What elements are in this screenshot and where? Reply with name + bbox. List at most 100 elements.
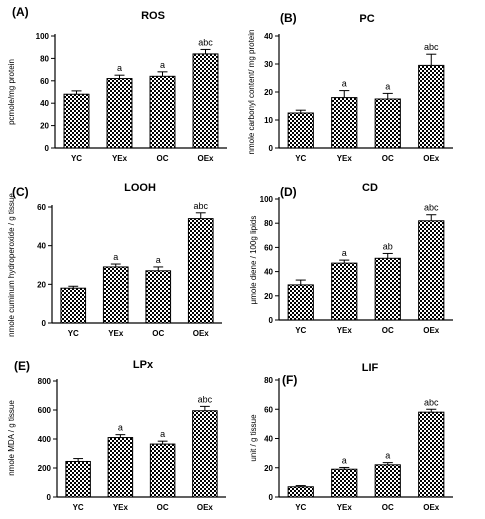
y-tick-label: 60 [264,243,273,252]
bar [192,410,218,498]
y-tick-label: 100 [260,195,274,204]
significance-label: a [160,429,165,439]
bar [418,220,445,321]
y-axis-label: nmole cuminum hydroperoxide / g tissue [7,193,16,337]
y-tick-label: 100 [36,32,50,41]
y-tick-label: 20 [37,280,46,289]
y-tick-label: 40 [264,268,273,277]
y-tick-label: 80 [40,54,49,63]
significance-label: abc [424,42,439,52]
x-tick-label: OEx [193,329,210,338]
y-tick-label: 20 [264,292,273,301]
y-tick-label: 0 [269,144,274,153]
y-tick-label: 0 [45,144,50,153]
significance-label: a [117,63,122,73]
bar [145,270,172,324]
y-axis-label: unit / g tissue [249,414,258,462]
bar [418,411,445,498]
significance-label: a [342,248,347,258]
bar [374,257,401,321]
x-tick-label: YEx [108,329,124,338]
bar [60,287,87,324]
bar [287,284,314,321]
bar [149,443,176,498]
panel-label: (A) [12,5,29,19]
bar [63,93,90,149]
x-tick-label: OC [382,326,394,335]
bar [187,218,214,324]
significance-label: a [385,81,390,91]
y-tick-label: 40 [264,435,273,444]
y-tick-label: 0 [269,316,274,325]
panel-label: (F) [282,373,297,387]
y-tick-label: 800 [38,377,52,386]
y-tick-label: 0 [42,319,47,328]
bar [149,75,176,149]
y-axis-label: μmole diene / 100g lipids [249,216,258,305]
panel-label: (D) [280,185,297,199]
bar [374,464,401,498]
x-tick-label: YC [295,154,306,163]
significance-label: abc [424,397,439,407]
x-tick-label: YEx [337,503,353,512]
bar [287,112,314,149]
y-tick-label: 80 [264,219,273,228]
y-tick-label: 20 [264,88,273,97]
y-tick-label: 60 [40,77,49,86]
significance-label: a [342,455,347,465]
x-tick-label: YEx [337,326,353,335]
x-tick-label: OEx [423,326,440,335]
y-tick-label: 20 [264,464,273,473]
significance-label: abc [198,37,213,47]
y-tick-label: 400 [38,435,52,444]
y-axis-label: nmole carbonyl content/ mg protein [247,30,256,155]
bar [331,468,358,498]
y-axis-label: nmole MDA / g tissue [7,400,16,476]
y-tick-label: 10 [264,116,273,125]
significance-label: a [385,451,390,461]
x-tick-label: YC [295,503,306,512]
x-tick-label: OEx [423,503,440,512]
y-tick-label: 80 [264,376,273,385]
y-tick-label: 60 [37,203,46,212]
y-tick-label: 40 [40,99,49,108]
y-tick-label: 40 [264,32,273,41]
x-tick-label: YEx [113,503,129,512]
bar [331,262,358,321]
significance-label: a [342,79,347,89]
y-tick-label: 200 [38,464,52,473]
y-tick-label: 30 [264,60,273,69]
x-tick-label: YC [68,329,79,338]
y-tick-label: 60 [264,405,273,414]
x-tick-label: OC [157,503,169,512]
significance-label: abc [424,203,439,213]
bar [374,98,401,149]
significance-label: a [156,255,161,265]
x-tick-label: OEx [423,154,440,163]
x-tick-label: OC [157,154,169,163]
x-tick-label: YC [295,326,306,335]
significance-label: abc [198,394,213,404]
chart-title: LIF [362,362,379,374]
significance-label: ab [383,241,393,251]
significance-label: a [118,423,123,433]
x-tick-label: OEx [197,503,214,512]
bar [106,78,133,149]
y-tick-label: 20 [40,122,49,131]
panel-label: (B) [280,11,297,25]
chart-title: LOOH [124,182,156,194]
bar [192,53,219,149]
x-tick-label: YEx [337,154,353,163]
y-tick-label: 40 [37,242,46,251]
bar [65,460,91,498]
x-tick-label: YC [71,154,82,163]
significance-label: a [160,60,165,70]
x-tick-label: YEx [112,154,128,163]
chart-title: ROS [141,10,165,22]
x-tick-label: OC [382,154,394,163]
bar [287,486,314,498]
significance-label: a [113,252,118,262]
bar [102,266,129,324]
x-tick-label: OC [152,329,164,338]
